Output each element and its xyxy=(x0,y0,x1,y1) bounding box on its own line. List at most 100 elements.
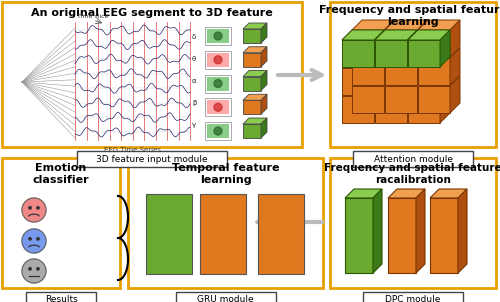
Polygon shape xyxy=(243,70,267,76)
Polygon shape xyxy=(345,189,382,198)
FancyBboxPatch shape xyxy=(418,30,450,57)
FancyBboxPatch shape xyxy=(375,96,407,123)
FancyBboxPatch shape xyxy=(200,194,246,274)
Text: Attention module: Attention module xyxy=(374,155,452,163)
FancyBboxPatch shape xyxy=(418,58,450,85)
Text: γ: γ xyxy=(192,122,196,128)
FancyBboxPatch shape xyxy=(258,194,304,274)
FancyBboxPatch shape xyxy=(385,58,417,85)
Text: Frequency and spatial feature
learning: Frequency and spatial feature learning xyxy=(319,5,500,27)
Circle shape xyxy=(29,268,31,270)
Circle shape xyxy=(214,127,222,135)
FancyBboxPatch shape xyxy=(352,86,384,113)
Text: 3D feature input module: 3D feature input module xyxy=(96,155,208,163)
Polygon shape xyxy=(416,189,425,273)
Polygon shape xyxy=(430,189,467,198)
FancyBboxPatch shape xyxy=(330,2,496,147)
Polygon shape xyxy=(243,94,267,100)
FancyBboxPatch shape xyxy=(243,53,261,67)
Polygon shape xyxy=(243,118,267,124)
Polygon shape xyxy=(450,48,460,85)
Polygon shape xyxy=(440,58,450,95)
Text: δ: δ xyxy=(192,34,196,40)
FancyBboxPatch shape xyxy=(330,158,496,288)
FancyBboxPatch shape xyxy=(146,194,192,274)
Polygon shape xyxy=(375,30,417,40)
FancyBboxPatch shape xyxy=(342,96,374,123)
FancyBboxPatch shape xyxy=(205,98,231,116)
Text: EEG Time Series: EEG Time Series xyxy=(104,147,161,153)
FancyBboxPatch shape xyxy=(207,53,229,67)
FancyBboxPatch shape xyxy=(207,29,229,43)
Polygon shape xyxy=(261,70,267,91)
FancyBboxPatch shape xyxy=(375,68,407,95)
Circle shape xyxy=(22,229,46,253)
FancyBboxPatch shape xyxy=(243,29,261,43)
Circle shape xyxy=(22,259,46,283)
Text: α: α xyxy=(192,78,196,84)
FancyBboxPatch shape xyxy=(207,76,229,91)
Polygon shape xyxy=(388,189,425,198)
FancyBboxPatch shape xyxy=(243,100,261,114)
Polygon shape xyxy=(243,23,267,29)
Polygon shape xyxy=(261,23,267,43)
Circle shape xyxy=(29,238,31,240)
Polygon shape xyxy=(450,76,460,113)
FancyBboxPatch shape xyxy=(77,151,227,167)
FancyBboxPatch shape xyxy=(352,30,384,57)
FancyBboxPatch shape xyxy=(408,96,440,123)
FancyBboxPatch shape xyxy=(207,100,229,114)
Polygon shape xyxy=(342,30,384,40)
Polygon shape xyxy=(373,189,382,273)
Polygon shape xyxy=(342,30,384,40)
FancyBboxPatch shape xyxy=(2,2,302,147)
Text: β: β xyxy=(192,100,196,106)
Text: DPC module: DPC module xyxy=(386,294,440,302)
Circle shape xyxy=(37,268,39,270)
Polygon shape xyxy=(261,47,267,67)
Polygon shape xyxy=(385,20,427,30)
Circle shape xyxy=(214,56,222,64)
FancyBboxPatch shape xyxy=(176,292,276,302)
Polygon shape xyxy=(450,20,460,57)
FancyBboxPatch shape xyxy=(342,68,374,95)
FancyBboxPatch shape xyxy=(385,30,417,57)
FancyBboxPatch shape xyxy=(375,40,407,67)
Circle shape xyxy=(214,103,222,111)
FancyBboxPatch shape xyxy=(408,40,440,67)
Circle shape xyxy=(37,207,39,209)
Text: An original EEG segment to 3D feature: An original EEG segment to 3D feature xyxy=(31,8,273,18)
FancyBboxPatch shape xyxy=(243,76,261,91)
FancyBboxPatch shape xyxy=(418,86,450,113)
FancyBboxPatch shape xyxy=(128,158,323,288)
FancyBboxPatch shape xyxy=(342,40,374,67)
Polygon shape xyxy=(440,30,450,67)
Polygon shape xyxy=(458,189,467,273)
FancyBboxPatch shape xyxy=(408,68,440,95)
FancyBboxPatch shape xyxy=(430,198,458,273)
FancyBboxPatch shape xyxy=(205,27,231,45)
Text: θ: θ xyxy=(192,56,196,62)
FancyBboxPatch shape xyxy=(205,75,231,92)
Polygon shape xyxy=(261,118,267,138)
Circle shape xyxy=(214,79,222,88)
Text: Frequency and spatial feature
racalibration: Frequency and spatial feature racalibrat… xyxy=(324,163,500,185)
FancyBboxPatch shape xyxy=(207,124,229,138)
FancyBboxPatch shape xyxy=(375,40,407,67)
Circle shape xyxy=(214,32,222,40)
Text: GRU module: GRU module xyxy=(197,294,254,302)
Polygon shape xyxy=(261,94,267,114)
Text: Time slice: Time slice xyxy=(77,14,109,19)
Polygon shape xyxy=(375,30,417,40)
Polygon shape xyxy=(352,20,394,30)
Polygon shape xyxy=(243,47,267,53)
FancyBboxPatch shape xyxy=(363,292,463,302)
FancyBboxPatch shape xyxy=(385,86,417,113)
FancyBboxPatch shape xyxy=(345,198,373,273)
FancyBboxPatch shape xyxy=(353,151,473,167)
FancyBboxPatch shape xyxy=(352,58,384,85)
FancyBboxPatch shape xyxy=(2,158,120,288)
Circle shape xyxy=(37,238,39,240)
Text: Temporal feature
learning: Temporal feature learning xyxy=(172,163,279,185)
Circle shape xyxy=(29,207,31,209)
